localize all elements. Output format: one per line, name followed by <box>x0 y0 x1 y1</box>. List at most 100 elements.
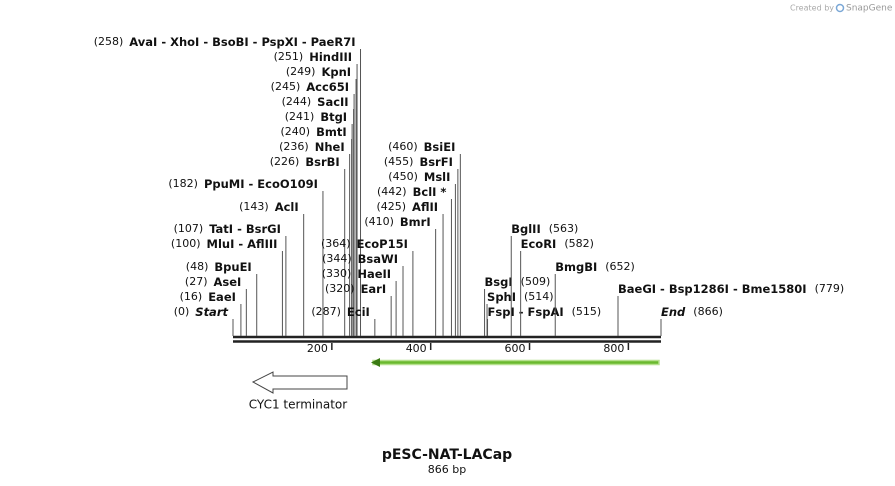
feature-arrowhead <box>371 358 380 367</box>
site-name: BglII <box>511 222 540 236</box>
site-position: (563) <box>549 222 579 235</box>
site-label: (320) EarI <box>325 282 386 296</box>
site-label: (16) EaeI <box>180 290 236 304</box>
watermark-logo <box>835 3 845 13</box>
site-label: (226) BsrBI <box>270 155 340 169</box>
site-name: Acc65I <box>306 80 349 94</box>
site-label: BmgBI (652) <box>555 260 635 274</box>
site-position: (455) <box>384 155 414 168</box>
tick-label: 600 <box>505 342 526 355</box>
site-label: (455) BsrFI <box>384 155 453 169</box>
site-label: (364) EcoP15I <box>321 237 408 251</box>
site-position: (509) <box>521 275 551 288</box>
site-name: BmrI <box>400 215 431 229</box>
site-position: (515) <box>572 305 602 318</box>
watermark: Created by <box>790 4 834 13</box>
site-name: EcoP15I <box>357 237 408 251</box>
site-name: BmgBI <box>555 260 597 274</box>
site-name: Start <box>195 305 228 319</box>
site-position: (107) <box>174 222 204 235</box>
site-label: (287) EciI <box>311 305 370 319</box>
site-label: (460) BsiEI <box>388 140 455 154</box>
site-name: SphI <box>487 290 516 304</box>
site-name: SacII <box>317 95 348 109</box>
site-position: (182) <box>168 177 198 190</box>
watermark-brand: SnapGene <box>846 4 893 14</box>
feature-label: CYC1 terminator <box>249 398 348 412</box>
site-name: BtgI <box>320 110 347 124</box>
site-label: End (866) <box>661 305 723 319</box>
site-name: End <box>661 305 686 319</box>
site-label: (425) AflII <box>376 200 438 214</box>
site-position: (236) <box>279 140 309 153</box>
site-position: (244) <box>282 95 312 108</box>
site-name: PpuMI - EcoO109I <box>204 177 318 191</box>
feature-bar <box>372 359 660 366</box>
site-name: BsiEI <box>424 140 456 154</box>
site-label: SphI (514) <box>487 290 554 304</box>
site-name: AseI <box>214 275 242 289</box>
site-label: (249) KpnI <box>286 65 351 79</box>
site-name: HaeII <box>357 267 391 281</box>
site-label: (410) BmrI <box>364 215 430 229</box>
site-name: AvaI - XhoI - BsoBI - PspXI - PaeR7I <box>129 35 355 49</box>
site-position: (0) <box>174 305 190 318</box>
site-label: EcoRI (582) <box>521 237 594 251</box>
site-label: (236) NheI <box>279 140 344 154</box>
site-label: (240) BmtI <box>280 125 346 139</box>
site-name: BmtI <box>316 125 347 139</box>
site-name: AclI <box>275 200 299 214</box>
site-label: (344) BsaWI <box>322 252 398 266</box>
tick-label: 400 <box>406 342 427 355</box>
site-position: (652) <box>605 260 635 273</box>
site-position: (425) <box>376 200 406 213</box>
site-name: FspI - FspAI <box>488 305 564 319</box>
site-position: (320) <box>325 282 355 295</box>
site-name: BsrFI <box>419 155 452 169</box>
site-position: (866) <box>693 305 723 318</box>
site-label: (450) MslI <box>388 170 450 184</box>
site-position: (344) <box>322 252 352 265</box>
site-name: EarI <box>361 282 387 296</box>
site-name: EaeI <box>208 290 236 304</box>
site-position: (241) <box>285 110 315 123</box>
site-name: BclI * <box>413 185 447 199</box>
site-position: (287) <box>311 305 341 318</box>
site-label: BglII (563) <box>511 222 578 236</box>
site-position: (779) <box>815 282 845 295</box>
size: 866 bp <box>428 463 466 476</box>
site-label: (100) MluI - AflIII <box>171 237 278 251</box>
site-label: (48) BpuEI <box>186 260 252 274</box>
site-name: HindIII <box>309 50 352 64</box>
site-position: (442) <box>377 185 407 198</box>
site-position: (450) <box>388 170 418 183</box>
site-position: (27) <box>185 275 208 288</box>
site-label: (107) TatI - BsrGI <box>174 222 281 236</box>
site-position: (240) <box>280 125 310 138</box>
site-name: BsrBI <box>305 155 339 169</box>
site-name: EcoRI <box>521 237 557 251</box>
site-label: (442) BclI * <box>377 185 446 199</box>
site-position: (16) <box>180 290 203 303</box>
site-label: (241) BtgI <box>285 110 347 124</box>
title: pESC-NAT-LACap <box>382 447 512 463</box>
site-label: (27) AseI <box>185 275 241 289</box>
site-position: (245) <box>271 80 301 93</box>
site-label: (245) Acc65I <box>271 80 349 94</box>
site-name: BpuEI <box>214 260 251 274</box>
site-name: EciI <box>347 305 370 319</box>
site-position: (226) <box>270 155 300 168</box>
site-position: (410) <box>364 215 394 228</box>
site-label: (244) SacII <box>282 95 349 109</box>
site-name: NheI <box>315 140 345 154</box>
site-position: (251) <box>274 50 304 63</box>
site-name: MluI - AflIII <box>207 237 278 251</box>
site-label: FspI - FspAI (515) <box>488 305 602 319</box>
site-position: (364) <box>321 237 351 250</box>
site-name: BsgI <box>485 275 513 289</box>
site-name: BaeGI - Bsp1286I - Bme1580I <box>618 282 807 296</box>
site-name: AflII <box>412 200 438 214</box>
site-label: (143) AclI <box>239 200 299 214</box>
